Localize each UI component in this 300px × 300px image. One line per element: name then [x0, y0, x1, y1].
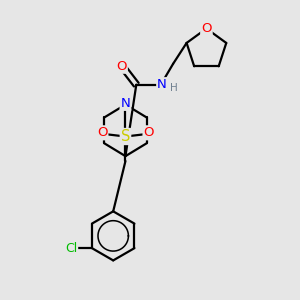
- Text: Cl: Cl: [65, 242, 77, 255]
- Text: N: N: [121, 97, 130, 110]
- Text: O: O: [97, 126, 107, 139]
- Text: O: O: [143, 126, 154, 139]
- Text: S: S: [121, 129, 130, 144]
- Text: N: N: [157, 78, 167, 91]
- Text: O: O: [116, 60, 127, 73]
- Text: O: O: [201, 22, 212, 35]
- Text: H: H: [170, 83, 178, 93]
